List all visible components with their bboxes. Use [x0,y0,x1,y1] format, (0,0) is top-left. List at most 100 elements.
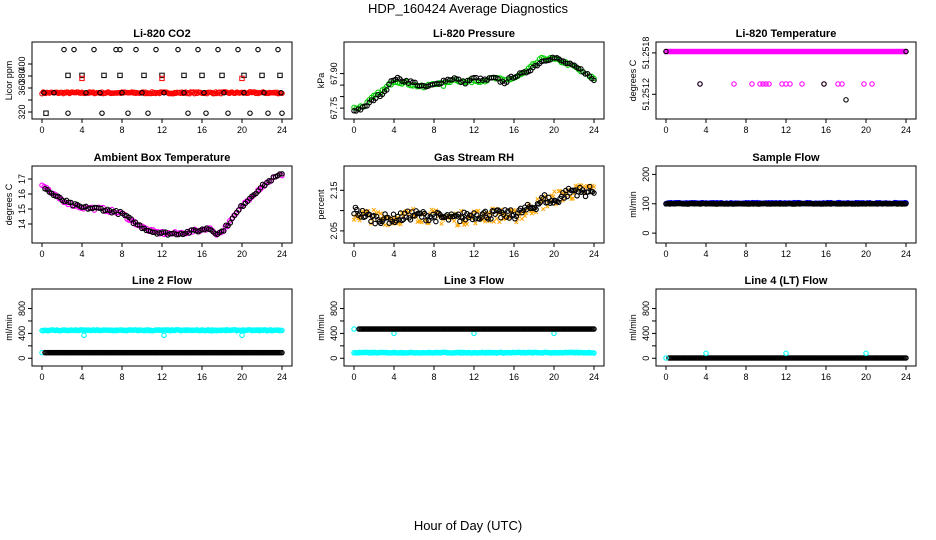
plot-marks [663,199,909,207]
plot-marks [39,171,285,238]
data-point [193,89,199,95]
x-tick-label: 8 [431,372,436,382]
data-point [502,207,508,213]
data-point [551,330,557,337]
data-point [591,326,597,332]
y-tick-label: 100 [641,196,651,211]
x-tick-label: 24 [901,372,911,382]
x-tick-label: 16 [821,125,831,135]
y-axis-label: percent [316,189,326,220]
x-tick-label: 8 [743,372,748,382]
data-point [354,206,360,213]
data-point [403,214,409,220]
data-point [239,75,245,82]
x-tick-label: 24 [277,249,287,259]
x-tick-label: 12 [469,249,479,259]
x-axis-label: Hour of Day (UTC) [413,518,523,533]
data-point [134,222,141,228]
data-point [265,110,271,116]
data-point [61,46,67,53]
data-point [485,210,491,216]
x-tick-label: 20 [237,249,247,259]
panel-title: Line 3 Flow [444,275,504,287]
data-point [119,90,125,96]
x-tick-label: 20 [549,372,559,382]
x-tick-label: 24 [589,372,599,382]
data-point [101,72,107,79]
y-axis-label: degrees C [628,59,638,101]
x-tick-label: 4 [79,372,84,382]
data-point [839,81,845,87]
x-tick-label: 12 [157,372,167,382]
data-point [520,207,527,214]
y-axis-label: ml/min [316,314,326,341]
x-tick-label: 8 [743,125,748,135]
x-tick-label: 20 [237,372,247,382]
data-point [564,193,570,200]
data-point [575,65,582,72]
data-point [141,90,148,97]
x-tick-label: 20 [861,372,871,382]
data-point [569,62,575,68]
data-point [537,199,544,206]
y-tick-label: 15 [17,204,27,214]
x-tick-label: 16 [509,125,519,135]
data-point [419,214,425,220]
data-point [96,205,102,211]
data-point [447,77,453,83]
data-point [279,110,285,116]
data-point [435,210,442,216]
panel-title: Li-820 Temperature [736,28,837,40]
data-point [275,46,281,53]
x-tick-label: 0 [663,125,668,135]
data-point [410,79,416,85]
x-tick-label: 0 [39,372,44,382]
x-tick-label: 24 [901,125,911,135]
data-point [185,110,191,116]
x-tick-label: 4 [391,372,396,382]
x-tick-label: 20 [861,249,871,259]
data-point [480,217,485,223]
x-tick-label: 0 [351,125,356,135]
x-tick-label: 16 [197,372,207,382]
data-point [65,89,72,95]
data-point [91,46,97,53]
panel-title: Li-820 CO2 [133,28,190,40]
data-point [505,208,511,214]
y-tick-label: 2.05 [329,222,339,240]
data-point [787,81,793,87]
x-tick-label: 8 [119,249,124,259]
y-tick-label: 51.2512 [641,78,651,111]
y-tick-label: 320 [17,104,27,119]
y-tick-label: 14 [17,219,27,229]
data-point [558,58,565,64]
data-point [81,332,87,339]
data-point [371,212,377,219]
data-point [51,90,57,96]
data-point [763,81,769,87]
x-tick-label: 16 [197,125,207,135]
data-point [43,110,49,116]
panel-title: Gas Stream RH [434,152,514,164]
x-tick-label: 8 [431,249,436,259]
data-point [218,228,225,234]
y-tick-label: 800 [641,301,651,316]
x-tick-label: 24 [901,249,911,259]
data-point [903,200,909,207]
data-point [215,46,221,53]
data-point [79,75,85,82]
data-point [278,90,284,96]
data-point [65,199,72,205]
data-point [247,110,253,116]
plot-marks [351,182,597,228]
data-point [279,171,285,177]
x-tick-label: 16 [821,249,831,259]
data-point [532,62,538,69]
data-point [591,75,597,82]
data-point [494,216,499,221]
data-point [869,81,875,87]
y-tick-label: 400 [17,56,27,71]
